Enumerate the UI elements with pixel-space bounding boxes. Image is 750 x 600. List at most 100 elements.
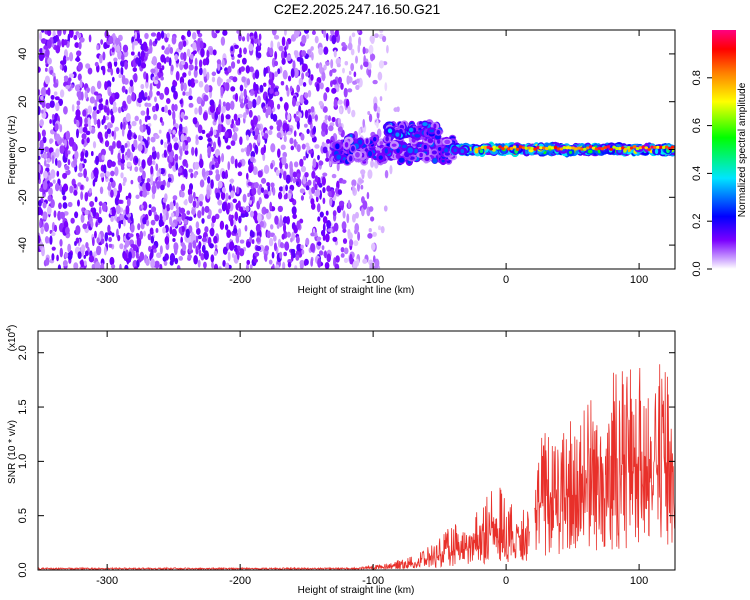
spectrogram-cell xyxy=(271,251,275,259)
spectrogram-cell xyxy=(259,220,265,228)
spectrogram-cell xyxy=(378,225,382,231)
spectrogram-cell xyxy=(48,187,53,197)
spectrogram-cell xyxy=(389,164,393,175)
spectrogram-cell xyxy=(191,208,196,216)
spectrogram-cell xyxy=(330,59,334,69)
spectrogram-cell xyxy=(274,215,279,225)
spectrogram-cell xyxy=(154,75,159,81)
spectrogram-cell xyxy=(357,231,361,241)
spectrogram-cell xyxy=(301,249,305,255)
spectrogram-cell xyxy=(115,44,121,53)
spectrogram-cell xyxy=(282,216,288,224)
colorbar-tick-label: 0.6 xyxy=(691,118,703,133)
spectrogram-cell xyxy=(353,240,359,247)
spectrogram-cell xyxy=(190,233,197,243)
spectrogram-cell xyxy=(287,192,292,200)
spectrogram-cell xyxy=(200,252,205,261)
spectrogram-cell xyxy=(162,213,167,223)
colorbar-tick-label: 0.2 xyxy=(691,214,703,229)
spectrogram-cell xyxy=(44,235,49,244)
spectrogram-cell xyxy=(279,218,283,228)
spectrogram-cell xyxy=(171,85,176,93)
spectrogram-cell xyxy=(154,96,157,103)
spectrogram-cell xyxy=(204,226,209,233)
spectrogram-cell xyxy=(327,115,332,122)
spectrogram-cell xyxy=(136,236,141,247)
spectrogram-cell xyxy=(216,59,222,65)
spectrogram-cell xyxy=(325,138,331,144)
spectrogram-cell xyxy=(105,99,109,106)
spectrogram-cell xyxy=(322,187,326,194)
spectrogram-cell xyxy=(305,33,310,39)
spectrogram-cell xyxy=(318,46,324,56)
spectrogram-cell xyxy=(300,244,304,250)
spectrogram-cell xyxy=(104,140,110,148)
spectrogram-cell xyxy=(332,236,338,242)
spectrogram-cell xyxy=(269,47,274,56)
spectrogram-cell xyxy=(140,204,144,209)
colorbar-tick-label: 0.4 xyxy=(691,166,703,181)
spectrogram-cell xyxy=(220,191,226,200)
spectrogram-cell xyxy=(42,201,47,209)
spectrogram-cell xyxy=(267,184,271,192)
spectrogram-cell xyxy=(148,209,152,217)
spectrogram-cell xyxy=(346,213,350,224)
spectrogram-cell xyxy=(248,43,254,52)
spectrogram-cell xyxy=(258,33,262,41)
spectrogram-cell xyxy=(266,211,272,220)
spectrogram-cell xyxy=(151,192,156,200)
spectrogram-cell xyxy=(45,102,51,109)
spectrogram-cell xyxy=(161,45,165,50)
spectrogram-cell xyxy=(118,220,121,229)
spectrogram-cell xyxy=(283,50,288,58)
x-tick-label: -200 xyxy=(229,274,251,286)
spectrogram-cell xyxy=(107,160,113,169)
spectrogram-cell xyxy=(228,241,235,251)
spectrogram-cell xyxy=(294,265,298,269)
spectrogram-cell xyxy=(365,138,369,145)
spectrogram-cell xyxy=(102,115,106,124)
spectrogram-cell xyxy=(270,224,274,230)
spectrogram-cell xyxy=(109,256,115,266)
spectrogram-cell xyxy=(54,183,60,192)
spectrogram-cell xyxy=(268,129,273,136)
spectrogram-cell xyxy=(156,90,161,96)
spectrogram-cell xyxy=(247,192,251,198)
spectrogram-cell xyxy=(74,211,79,219)
spectrogram-cell xyxy=(255,48,259,58)
spectrogram-cell xyxy=(318,64,322,74)
spectrogram-cell xyxy=(40,95,44,100)
spectrogram-cell xyxy=(85,63,91,69)
spectrogram-cell xyxy=(59,89,65,98)
spectrogram-cell xyxy=(108,35,114,45)
spectrogram-cell xyxy=(60,60,65,65)
spectrogram-cell xyxy=(230,123,234,129)
spectrogram-cell xyxy=(317,241,322,246)
spectrogram-cell xyxy=(103,105,108,113)
spectrogram-cell xyxy=(65,56,70,61)
spectrogram-cell xyxy=(97,131,103,140)
spectrogram-cell xyxy=(341,221,347,231)
spectrogram-cell xyxy=(158,218,163,228)
spectrogram-cell xyxy=(321,122,327,132)
spectrogram-cell xyxy=(198,249,202,257)
spectrogram-cell xyxy=(219,220,225,230)
spectrogram-cell xyxy=(367,68,372,78)
spectrogram-cell xyxy=(98,54,103,64)
spectrogram-cell xyxy=(588,145,593,149)
spectrogram-cell xyxy=(111,76,115,83)
spectrogram-cell xyxy=(355,55,358,64)
spectrogram-cell xyxy=(217,155,221,165)
spectrogram-cell xyxy=(227,65,232,73)
spectrogram-cell xyxy=(134,166,139,172)
spectrogram-cell xyxy=(41,98,46,109)
spectrogram-cell xyxy=(198,193,204,202)
spectrogram-cell xyxy=(126,161,132,167)
spectrogram-cell xyxy=(134,266,138,269)
spectrogram-cell xyxy=(296,220,301,230)
spectrogram-cell xyxy=(180,133,185,143)
spectrogram-cell xyxy=(133,134,138,140)
spectrogram-cell xyxy=(331,79,337,85)
spectrogram-cell xyxy=(296,120,300,130)
spectrogram-cell xyxy=(233,113,238,121)
